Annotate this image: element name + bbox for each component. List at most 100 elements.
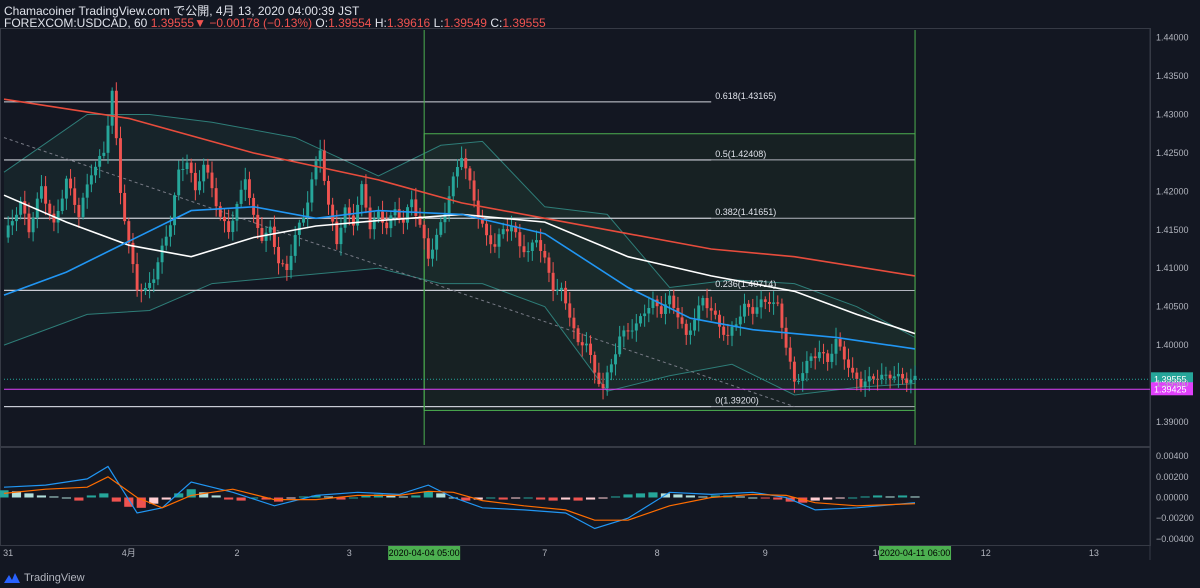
candle-body	[551, 272, 555, 291]
candle-body	[310, 179, 314, 203]
candle-body	[322, 150, 326, 181]
candle-body	[44, 186, 48, 204]
candle-body	[347, 207, 351, 216]
y-tick-label: 1.43500	[1156, 71, 1189, 81]
close-label: C:	[490, 16, 503, 30]
macd-y-tick-label: 0.00200	[1156, 472, 1189, 482]
candle-body	[247, 179, 251, 198]
macd-histogram-bar	[523, 497, 533, 499]
macd-histogram-bar	[436, 493, 446, 498]
candle-body	[277, 246, 281, 264]
candle-body	[85, 184, 89, 198]
macd-histogram-bar	[835, 497, 845, 499]
ohlc-legend: FOREXCOM:USDCAD, 60 1.39555▼ −0.00178 (−…	[4, 16, 546, 30]
candle-body	[19, 201, 23, 215]
candle-body	[801, 373, 805, 381]
macd-histogram-bar	[174, 493, 184, 498]
symbol-label: FOREXCOM:USDCAD, 60	[4, 16, 148, 30]
change-value: −0.00178 (−0.13%)	[209, 16, 313, 30]
candle-body	[193, 172, 197, 191]
candle-body	[788, 347, 792, 362]
candle-body	[580, 342, 584, 346]
candle-body	[755, 307, 759, 314]
macd-histogram-bar	[511, 497, 521, 499]
candle-body	[393, 209, 397, 216]
candle-body	[331, 204, 335, 222]
candle-body	[880, 374, 884, 379]
candle-body	[543, 251, 547, 258]
candle-body	[426, 238, 430, 259]
candle-body	[264, 232, 268, 241]
candle-body	[106, 125, 110, 153]
x-tick-label: 3	[347, 548, 352, 558]
macd-histogram-bar	[561, 497, 571, 500]
candle-body	[817, 352, 821, 359]
last-price: 1.39555	[150, 16, 195, 30]
macd-histogram-bar	[74, 497, 84, 501]
tradingview-logo-icon	[4, 573, 20, 583]
candle-body	[693, 319, 697, 331]
candle-body	[813, 356, 817, 359]
candle-body	[435, 234, 439, 250]
candle-body	[306, 202, 310, 218]
y-tick-label: 1.42000	[1156, 186, 1189, 196]
candle-body	[651, 299, 655, 308]
candle-body	[476, 200, 480, 218]
candle-body	[410, 199, 414, 208]
macd-histogram-bar	[873, 495, 883, 498]
candle-body	[327, 180, 330, 205]
macd-y-tick-label: −0.00400	[1156, 534, 1194, 544]
macd-histogram-bar	[673, 494, 683, 498]
candle-body	[659, 306, 663, 314]
candle-body	[909, 379, 913, 383]
candle-body	[510, 225, 513, 232]
macd-y-tick-label: 0.00000	[1156, 493, 1189, 503]
macd-histogram-bar	[261, 497, 271, 500]
candle-body	[356, 204, 360, 226]
candle-body	[69, 178, 73, 189]
x-axis-date-label: 2020-04-11 06:00	[880, 548, 950, 558]
sma-white-line	[3, 194, 916, 335]
macd-histogram-bar	[760, 497, 770, 499]
low-value: 1.39549	[443, 16, 487, 30]
candle-body	[593, 354, 597, 373]
candle-body	[505, 229, 509, 232]
macd-histogram-bar	[61, 497, 71, 499]
candle-body	[663, 304, 667, 314]
candle-body	[734, 324, 738, 327]
sma-red-line	[3, 98, 916, 277]
publish-line: Chamacoiner TradingView.com で公開, 4月 13, …	[4, 4, 360, 18]
macd-histogram-bar	[860, 496, 870, 498]
candle-body	[181, 168, 185, 170]
macd-histogram-bar	[361, 495, 371, 498]
candle-body	[672, 295, 676, 308]
macd-histogram-bar	[99, 493, 109, 498]
candle-body	[743, 303, 746, 317]
x-tick-label: 8	[655, 548, 660, 558]
macd-signal-line	[3, 476, 916, 521]
candle-body	[98, 155, 102, 167]
candle-body	[243, 179, 247, 190]
candle-body	[709, 308, 713, 311]
candle-body	[202, 164, 206, 182]
x-tick-label: 7	[542, 548, 547, 558]
tradingview-brand[interactable]: TradingView	[4, 572, 85, 584]
candle-body	[680, 317, 684, 324]
candle-body	[464, 157, 468, 169]
candle-body	[268, 226, 272, 233]
candle-body	[173, 195, 177, 226]
candle-body	[139, 290, 143, 292]
candle-body	[763, 299, 767, 302]
fib-level-label: 0.5(1.42408)	[715, 149, 766, 159]
candle-body	[185, 162, 189, 169]
candle-body	[559, 287, 563, 290]
candle-body	[767, 301, 771, 304]
macd-histogram-bar	[473, 497, 483, 500]
candle-body	[597, 372, 601, 385]
candle-body	[302, 217, 305, 223]
candle-body	[497, 234, 501, 247]
candle-body	[23, 201, 27, 214]
candle-body	[156, 262, 160, 280]
candle-body	[148, 282, 152, 289]
